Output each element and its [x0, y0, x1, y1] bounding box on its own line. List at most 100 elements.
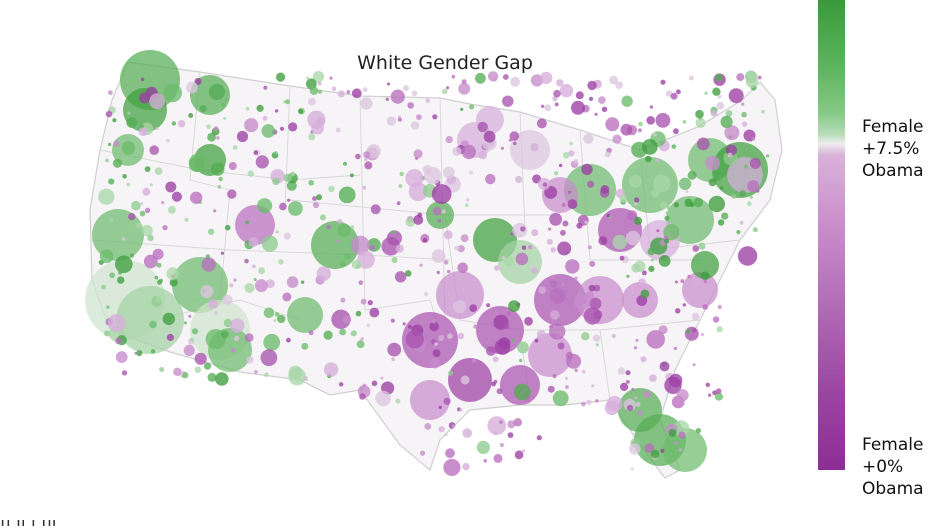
- county-bubble: [703, 279, 707, 284]
- county-bubble: [254, 279, 268, 293]
- county-bubble: [161, 201, 165, 205]
- county-bubble: [222, 294, 233, 305]
- county-bubble: [444, 432, 448, 437]
- county-bubble: [682, 272, 718, 308]
- county-bubble: [254, 370, 258, 374]
- county-bubble: [638, 121, 643, 127]
- county-bubble: [452, 146, 462, 156]
- county-bubble: [678, 431, 686, 439]
- county-bubble: [246, 356, 254, 364]
- county-bubble: [761, 109, 765, 114]
- county-bubble: [626, 404, 634, 412]
- county-bubble: [248, 237, 259, 248]
- county-bubble: [407, 324, 412, 329]
- county-bubble: [92, 209, 144, 261]
- county-bubble: [674, 280, 678, 284]
- county-bubble: [149, 145, 159, 155]
- county-bubble: [207, 228, 215, 235]
- county-bubble: [158, 278, 163, 283]
- county-bubble: [634, 197, 640, 203]
- county-bubble: [190, 191, 203, 204]
- county-bubble: [715, 388, 722, 394]
- state-border-line: [284, 85, 291, 211]
- county-bubble: [642, 270, 647, 276]
- county-bubble: [186, 81, 198, 94]
- county-bubble: [287, 198, 291, 202]
- county-bubble: [595, 399, 599, 403]
- county-bubble: [714, 73, 723, 82]
- county-bubble: [264, 372, 269, 378]
- county-bubble: [144, 207, 151, 214]
- county-bubble: [673, 346, 678, 350]
- county-bubble: [553, 89, 561, 98]
- county-bubble: [420, 450, 426, 456]
- county-bubble: [224, 224, 231, 231]
- county-bubble: [540, 71, 553, 85]
- county-bubble: [581, 163, 593, 176]
- county-bubble: [550, 247, 556, 253]
- county-bubble: [676, 89, 681, 95]
- county-bubble: [154, 167, 163, 176]
- county-bubble: [606, 213, 610, 218]
- county-bubble: [112, 158, 122, 168]
- county-bubble: [215, 372, 229, 386]
- county-bubble: [126, 117, 138, 128]
- county-bubble: [549, 323, 566, 340]
- county-bubble: [561, 282, 565, 287]
- county-bubble: [712, 87, 721, 96]
- county-bubble: [510, 76, 520, 87]
- county-bubble: [766, 154, 770, 158]
- county-bubble: [629, 443, 641, 455]
- county-bubble: [660, 79, 666, 85]
- county-bubble: [360, 298, 367, 305]
- county-bubble: [424, 167, 442, 185]
- county-bubble: [749, 157, 761, 169]
- county-bubble: [405, 217, 416, 227]
- county-bubble: [663, 428, 707, 472]
- county-bubble: [390, 89, 405, 104]
- county-bubble: [207, 372, 217, 382]
- county-bubble: [298, 108, 304, 114]
- county-bubble: [218, 176, 223, 182]
- county-bubble: [208, 299, 219, 309]
- county-bubble: [740, 102, 745, 106]
- county-bubble: [407, 102, 415, 109]
- county-bubble: [655, 158, 659, 163]
- county-bubble: [230, 318, 245, 333]
- county-bubble: [637, 128, 643, 133]
- county-bubble: [494, 339, 511, 355]
- county-bubble: [576, 222, 583, 229]
- county-bubble: [200, 285, 214, 299]
- county-bubble: [640, 289, 650, 299]
- county-bubble: [687, 274, 691, 279]
- county-bubble: [682, 120, 687, 124]
- county-bubble: [581, 332, 590, 341]
- county-bubble: [673, 441, 678, 445]
- county-bubble: [462, 428, 473, 438]
- county-bubble: [519, 358, 523, 363]
- county-bubble: [644, 155, 652, 163]
- county-bubble: [108, 142, 112, 147]
- county-bubble: [598, 236, 608, 246]
- county-bubble: [447, 333, 453, 339]
- county-bubble: [359, 393, 366, 400]
- county-bubble: [403, 85, 409, 92]
- county-bubble: [98, 188, 115, 205]
- county-bubble: [465, 203, 469, 207]
- county-bubble: [337, 219, 343, 224]
- county-bubble: [710, 109, 718, 117]
- county-bubble: [337, 224, 351, 238]
- county-bubble: [323, 330, 333, 340]
- county-bubble: [350, 330, 357, 337]
- county-bubble: [560, 229, 566, 236]
- county-bubble: [604, 151, 611, 158]
- county-bubble: [594, 112, 598, 116]
- county-bubble: [436, 270, 440, 275]
- county-bubble: [319, 214, 326, 221]
- county-bubble: [424, 423, 432, 430]
- county-bubble: [339, 328, 346, 336]
- county-bubble: [272, 177, 280, 186]
- county-bubble: [419, 263, 423, 267]
- county-bubble: [445, 448, 455, 459]
- county-bubble: [391, 230, 395, 234]
